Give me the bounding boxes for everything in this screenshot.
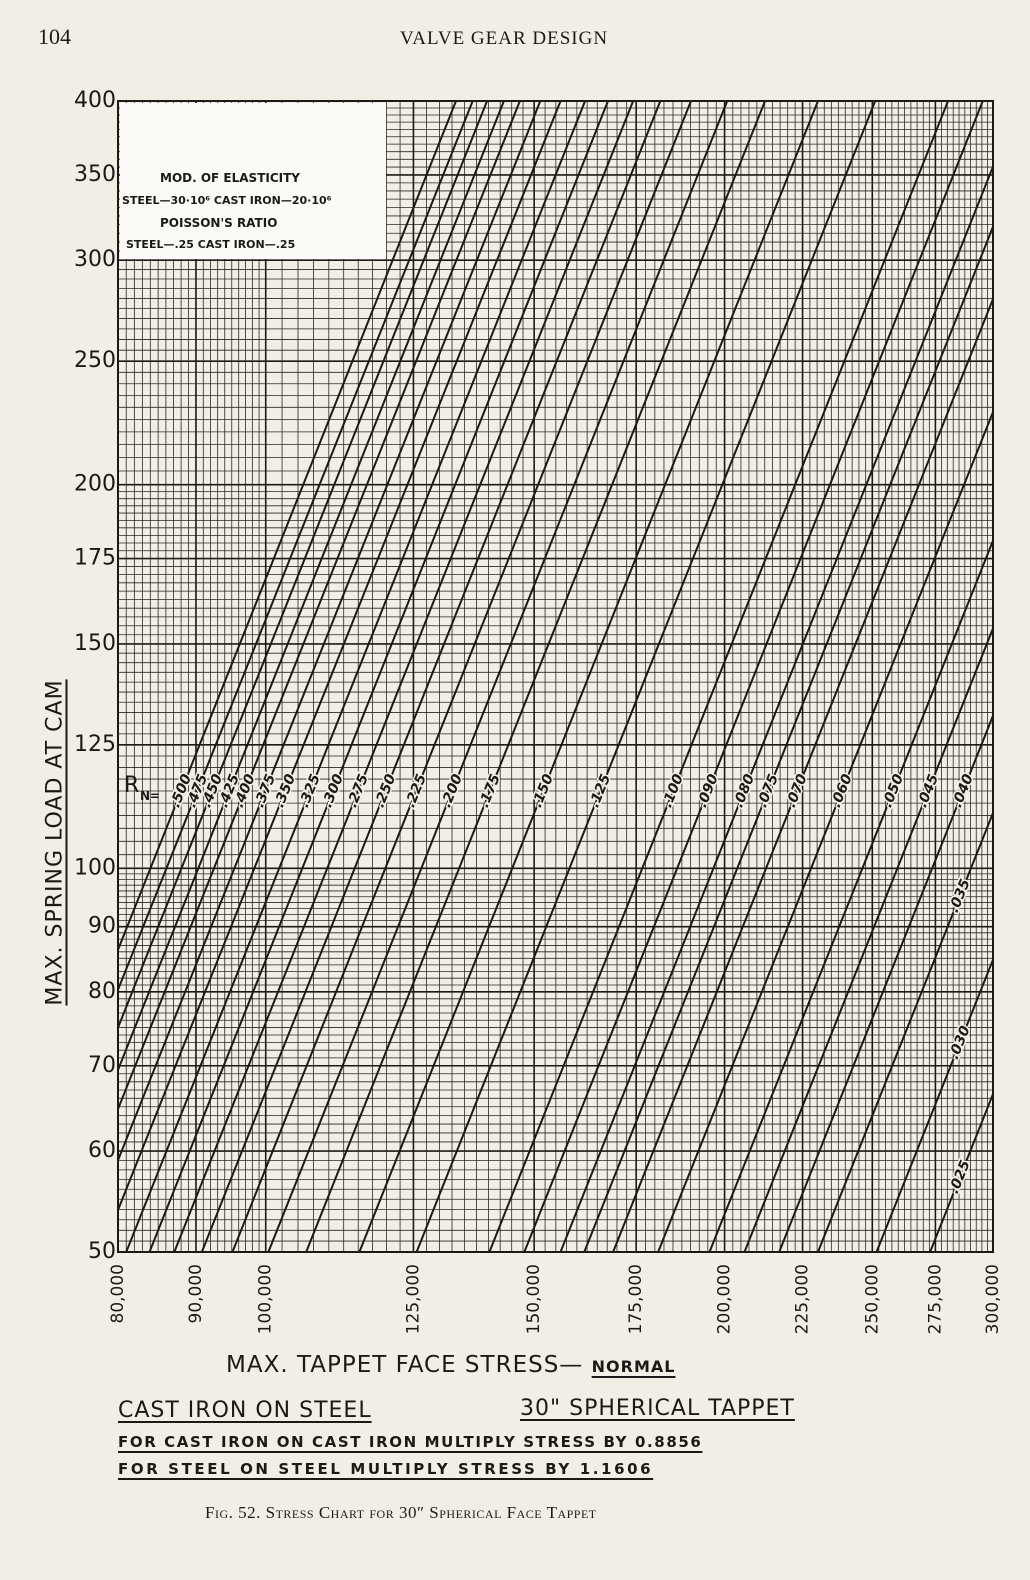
x-tick-label: 175,000	[626, 1264, 646, 1334]
series-title: R	[124, 773, 139, 798]
y-tick-label: 200	[74, 472, 116, 497]
y-tick-label: 400	[74, 88, 116, 113]
x-tick-label: 275,000	[925, 1264, 945, 1334]
x-axis-label: MAX. TAPPET FACE STRESS— NORMAL	[226, 1352, 675, 1378]
load-line	[708, 537, 993, 1252]
note: POISSON'S RATIO	[160, 216, 277, 230]
x-tick-label: 250,000	[862, 1264, 882, 1334]
running-head: VALVE GEAR DESIGN	[400, 28, 609, 49]
y-axis-label: MAX. SPRING LOAD AT CAM	[42, 679, 68, 1006]
note: STEEL—.25 CAST IRON—.25	[126, 238, 295, 251]
load-line	[875, 956, 993, 1252]
y-tick-label: 350	[74, 162, 116, 187]
page-number: 104	[38, 24, 71, 49]
material-note: CAST IRON ON STEEL	[118, 1398, 372, 1423]
y-tick-label: 90	[88, 914, 116, 939]
load-line	[583, 224, 993, 1252]
load-line	[118, 101, 457, 953]
load-line	[612, 296, 993, 1252]
load-line	[523, 101, 984, 1252]
x-tick-label: 200,000	[715, 1264, 735, 1334]
lines	[118, 101, 993, 1252]
y-tick-label: 150	[74, 631, 116, 656]
x-axis-label-sub: NORMAL	[591, 1357, 676, 1376]
load-line	[743, 625, 993, 1252]
load-line	[817, 810, 993, 1252]
plot-frame	[117, 100, 994, 1253]
y-tick-label: 175	[74, 546, 116, 571]
load-line	[125, 101, 587, 1252]
y-tick-label: 100	[74, 855, 116, 880]
x-tick-label: 300,000	[983, 1264, 1003, 1334]
line-label: .025	[946, 1158, 974, 1196]
load-line	[118, 101, 505, 1073]
y-tick-label: 80	[88, 979, 116, 1004]
load-line	[358, 101, 819, 1252]
load-line	[267, 101, 729, 1252]
x-axis-label-main: MAX. TAPPET FACE STRESS—	[226, 1352, 584, 1378]
caption: Fig. 52. Stress Chart for 30″ Spherical …	[205, 1503, 597, 1522]
load-line	[657, 409, 993, 1252]
x-tick-label: 90,000	[186, 1264, 206, 1323]
line-label: .035	[946, 877, 974, 915]
load-line	[488, 101, 949, 1252]
x-tick-label: 100,000	[256, 1264, 276, 1334]
y-tick-label: 125	[74, 732, 116, 757]
series-title-sub: N=	[140, 789, 160, 803]
note-box	[120, 103, 386, 259]
load-line	[231, 101, 692, 1252]
tappet-note: 30" SPHERICAL TAPPET	[520, 1396, 795, 1421]
factor-note: FOR STEEL ON STEEL MULTIPLY STRESS BY 1.…	[118, 1460, 654, 1478]
note: STEEL—30·10⁶ CAST IRON—20·10⁶	[122, 194, 332, 207]
load-line	[118, 101, 521, 1112]
load-line	[305, 101, 766, 1252]
y-tick-label: 300	[74, 247, 116, 272]
y-tick-label: 50	[88, 1239, 116, 1264]
load-line	[173, 101, 635, 1252]
grid	[117, 100, 994, 1253]
note: MOD. OF ELASTICITY	[160, 171, 300, 185]
load-line	[118, 101, 562, 1213]
x-tick-label: 80,000	[108, 1264, 128, 1323]
factor-note: FOR CAST IRON ON CAST IRON MULTIPLY STRE…	[118, 1433, 703, 1451]
load-line	[118, 101, 542, 1163]
load-line	[415, 101, 877, 1252]
load-line	[148, 101, 609, 1252]
load-line	[118, 101, 488, 1031]
load-line	[200, 101, 662, 1252]
load-line	[559, 163, 993, 1252]
y-tick-label: 70	[88, 1053, 116, 1078]
load-line	[778, 713, 993, 1252]
x-tick-label: 225,000	[793, 1264, 813, 1334]
y-tick-label: 250	[74, 348, 116, 373]
y-tick-label: 60	[88, 1138, 116, 1163]
x-tick-label: 125,000	[403, 1264, 423, 1334]
load-line	[118, 101, 474, 993]
x-tick-label: 150,000	[524, 1264, 544, 1334]
